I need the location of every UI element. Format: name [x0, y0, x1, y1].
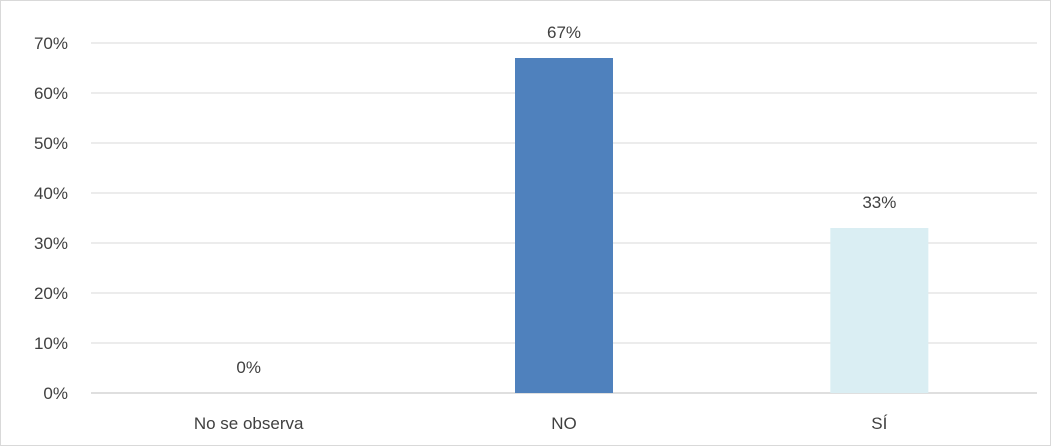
y-tick-label: 20% — [34, 284, 68, 303]
x-axis-tick-labels: No se observa NO SÍ — [194, 414, 888, 433]
y-tick-label: 60% — [34, 84, 68, 103]
bar — [515, 58, 613, 393]
x-tick-label: No se observa — [194, 414, 304, 433]
y-tick-label: 50% — [34, 134, 68, 153]
y-tick-label: 30% — [34, 234, 68, 253]
y-tick-label: 0% — [43, 384, 68, 403]
bars — [515, 58, 929, 393]
data-label: 33% — [862, 193, 896, 212]
y-axis-tick-labels: 0% 10% 20% 30% 40% 50% 60% 70% — [34, 34, 68, 403]
x-tick-label: SÍ — [871, 414, 887, 433]
y-tick-label: 10% — [34, 334, 68, 353]
y-tick-label: 40% — [34, 184, 68, 203]
bar — [830, 228, 929, 393]
data-label: 0% — [236, 358, 261, 377]
data-labels: 0% 67% 33% — [236, 23, 896, 377]
x-tick-label: NO — [551, 414, 577, 433]
data-label: 67% — [547, 23, 581, 42]
y-tick-label: 70% — [34, 34, 68, 53]
